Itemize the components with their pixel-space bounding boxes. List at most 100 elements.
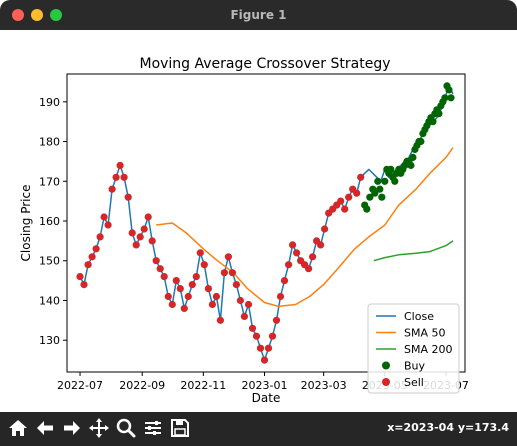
zoom-window-button[interactable] <box>50 9 62 21</box>
buy-marker <box>447 94 455 102</box>
navigation-toolbar: x=2023-04 y=173.4 <box>0 412 517 446</box>
sell-marker <box>192 273 200 281</box>
sell-marker <box>353 189 361 197</box>
sell-marker <box>252 332 261 340</box>
legend-sma-50-label: SMA 50 <box>404 327 446 340</box>
sell-marker <box>240 312 248 320</box>
legend-sell-marker <box>382 378 390 386</box>
sell-marker <box>144 213 152 221</box>
sell-marker <box>88 253 96 261</box>
sell-marker <box>228 269 236 277</box>
sell-marker <box>84 261 92 269</box>
sell-marker <box>337 197 345 205</box>
sell-marker <box>305 265 313 273</box>
sell-marker <box>184 292 192 301</box>
sell-marker <box>168 300 176 309</box>
sell-marker <box>236 296 244 305</box>
buy-marker <box>363 205 371 213</box>
sell-marker <box>100 213 108 221</box>
cursor-coordinates: x=2023-04 y=173.4 <box>387 421 509 434</box>
sell-marker <box>136 233 144 241</box>
sell-marker <box>152 257 160 265</box>
legend-box <box>367 303 460 394</box>
legend-sma-200-label: SMA 200 <box>404 343 453 356</box>
sell-marker <box>289 241 297 249</box>
sell-marker <box>148 237 156 245</box>
configure-icon[interactable] <box>141 416 165 440</box>
sell-marker <box>104 221 112 229</box>
sell-marker <box>140 225 148 233</box>
buy-marker <box>376 185 384 193</box>
plot-frame <box>66 73 466 373</box>
sell-marker <box>132 241 140 249</box>
sell-marker <box>172 277 180 285</box>
buy-marker <box>387 165 395 173</box>
sell-marker <box>212 292 220 301</box>
sell-marker <box>220 269 228 277</box>
sell-marker <box>264 344 273 352</box>
figure-canvas[interactable]: Moving Average Crossover Strategy 2022-0… <box>0 30 517 412</box>
buy-marker <box>381 177 389 185</box>
forward-icon[interactable] <box>60 416 84 440</box>
x-tick-label: 2023-03 <box>301 379 347 392</box>
sell-marker <box>160 273 168 281</box>
x-tick-label: 2022-11 <box>180 379 226 392</box>
chart-title: Moving Average Crossover Strategy <box>139 56 390 72</box>
sell-marker <box>176 285 184 293</box>
buy-marker <box>391 177 399 185</box>
legend-buy-marker <box>382 361 390 370</box>
y-tick-label: 160 <box>39 215 60 228</box>
pan-icon[interactable] <box>87 416 111 440</box>
buy-marker <box>441 94 449 102</box>
sell-marker <box>164 292 172 301</box>
sell-marker <box>80 281 88 289</box>
sell-marker <box>341 205 349 213</box>
sell-marker <box>196 249 204 257</box>
buy-marker <box>407 161 415 169</box>
buy-marker <box>445 86 453 94</box>
sell-marker <box>124 193 132 201</box>
zoom-icon[interactable] <box>114 416 138 440</box>
home-icon[interactable] <box>6 416 30 440</box>
buy-marker <box>371 189 379 197</box>
sell-marker <box>260 356 269 364</box>
sell-marker <box>200 261 208 269</box>
sell-marker <box>128 229 136 237</box>
sell-marker <box>92 245 100 253</box>
sell-marker <box>293 249 301 257</box>
legend: Close SMA 50 SMA 200 Buy Sell <box>367 303 460 394</box>
sell-marker <box>272 316 281 324</box>
y-tick-label: 150 <box>39 255 60 268</box>
back-icon[interactable] <box>33 416 57 440</box>
legend-close-label: Close <box>404 310 434 323</box>
sell-marker <box>321 225 329 233</box>
buy-marker <box>366 193 374 201</box>
sell-marker <box>156 265 164 273</box>
save-icon[interactable] <box>168 416 192 440</box>
close-window-button[interactable] <box>12 9 24 21</box>
buy-marker <box>378 193 386 201</box>
buy-marker <box>374 177 382 185</box>
sell-marker <box>244 300 253 309</box>
minimize-window-button[interactable] <box>31 9 43 21</box>
sell-marker <box>208 300 216 309</box>
sell-marker <box>309 253 317 261</box>
x-tick-label: 2022-07 <box>57 379 103 392</box>
legend-sell-label: Sell <box>404 376 424 389</box>
sell-marker <box>224 253 232 261</box>
y-axis-label: Closing Price <box>19 185 33 262</box>
sell-marker <box>232 281 240 289</box>
sell-marker <box>268 332 277 340</box>
sell-marker <box>120 173 128 181</box>
sell-marker <box>108 185 116 193</box>
sell-marker <box>96 233 104 241</box>
sell-marker <box>216 316 224 324</box>
buy-marker <box>429 118 437 126</box>
sell-marker <box>188 281 196 289</box>
x-tick-label: 2023-01 <box>242 379 288 392</box>
sell-marker <box>248 324 257 332</box>
sell-marker <box>116 161 124 169</box>
sell-marker <box>76 273 84 281</box>
sell-marker <box>276 292 285 301</box>
y-tick-label: 180 <box>39 136 60 149</box>
